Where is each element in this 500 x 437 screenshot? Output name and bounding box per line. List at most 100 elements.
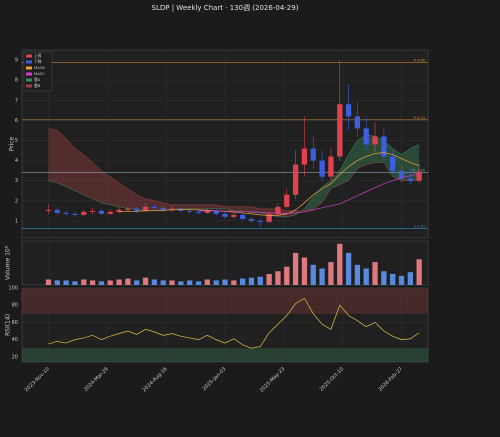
volume-bar bbox=[284, 266, 290, 285]
volume-bar bbox=[266, 274, 272, 285]
volume-bar bbox=[416, 259, 422, 285]
cloud-segment bbox=[48, 128, 58, 183]
candle-body bbox=[222, 213, 228, 217]
cloud-segment bbox=[189, 204, 199, 209]
cloud-segment bbox=[233, 206, 243, 211]
volume-bar bbox=[107, 280, 113, 285]
cloud-segment bbox=[207, 204, 217, 209]
candle-body bbox=[407, 178, 413, 181]
volume-bar bbox=[178, 281, 184, 285]
volume-bar bbox=[169, 280, 175, 285]
volume-bar bbox=[116, 279, 122, 285]
volume-bar bbox=[72, 281, 78, 285]
oversold-band bbox=[22, 348, 428, 362]
volume-bar bbox=[310, 264, 316, 285]
candle-body bbox=[301, 148, 308, 165]
candle-body bbox=[292, 164, 299, 195]
cloud-segment bbox=[216, 204, 225, 209]
cloud-segment bbox=[83, 154, 93, 199]
y-tick-label: 80 bbox=[12, 303, 18, 309]
volume-bar bbox=[407, 272, 413, 285]
cloud-segment bbox=[225, 206, 234, 211]
y-tick-label: 8 bbox=[15, 78, 18, 84]
candle-body bbox=[63, 212, 69, 214]
candle-body bbox=[240, 214, 246, 219]
candle-body bbox=[187, 210, 193, 212]
cloud-segment bbox=[119, 182, 128, 209]
y-tick-label: 4 bbox=[15, 158, 18, 164]
volume-bar bbox=[142, 277, 149, 285]
candle-body bbox=[169, 208, 175, 210]
volume-bar bbox=[89, 280, 96, 285]
volume-bar bbox=[231, 280, 237, 285]
legend-swatch bbox=[26, 84, 32, 88]
candle-body bbox=[54, 209, 60, 213]
legend-label: MA26 bbox=[34, 65, 45, 70]
candle-body bbox=[160, 207, 166, 210]
legend-label: 下降 bbox=[34, 59, 42, 64]
candle-body bbox=[337, 104, 343, 157]
ma-line bbox=[119, 152, 420, 216]
y-tick-label: 20 bbox=[12, 354, 18, 360]
y-axis-label: Volume 10⁶ bbox=[5, 245, 12, 280]
level-label: S 0.63 bbox=[414, 224, 425, 228]
overbought-band bbox=[22, 288, 428, 314]
cloud-segment bbox=[313, 186, 323, 209]
level-label: R 8.88 bbox=[414, 58, 425, 62]
cloud-segment bbox=[127, 188, 137, 209]
candle-body bbox=[89, 210, 96, 212]
candle-body bbox=[319, 160, 325, 177]
y-tick-label: 5 bbox=[15, 138, 18, 144]
candle-body bbox=[354, 116, 361, 129]
candle-body bbox=[45, 209, 52, 211]
cloud-segment bbox=[260, 208, 270, 215]
level-label: R 6.03 bbox=[414, 116, 425, 120]
rsi-line bbox=[48, 297, 420, 349]
volume-bar bbox=[390, 274, 396, 285]
candle-body bbox=[195, 211, 202, 213]
legend-label: 上昇 bbox=[34, 53, 42, 58]
volume-bar bbox=[125, 278, 131, 285]
ma-line bbox=[198, 173, 420, 214]
candle-body bbox=[204, 210, 210, 213]
candle-body bbox=[231, 214, 237, 217]
candle-body bbox=[257, 220, 263, 222]
candle-body bbox=[284, 194, 290, 207]
candle-body bbox=[107, 211, 113, 214]
candle-body bbox=[134, 208, 140, 211]
level-label: PL 3.40 bbox=[412, 169, 425, 173]
y-tick-label: 6 bbox=[15, 118, 18, 124]
volume-bar bbox=[398, 275, 405, 285]
volume-bar bbox=[187, 280, 193, 285]
cloud-segment bbox=[110, 176, 120, 207]
y-tick-label: 2 bbox=[15, 198, 18, 204]
y-axis-label: Price bbox=[9, 136, 16, 151]
candle-body bbox=[275, 206, 281, 214]
legend-swatch bbox=[26, 78, 32, 82]
candle-body bbox=[381, 136, 387, 157]
volume-bar bbox=[257, 276, 263, 285]
volume-bar bbox=[195, 281, 202, 285]
volume-bar bbox=[248, 277, 255, 285]
volume-bar bbox=[63, 280, 69, 285]
volume-bar bbox=[204, 279, 210, 285]
cloud-line bbox=[48, 134, 420, 218]
volume-bar bbox=[134, 280, 140, 285]
y-tick-label: 60 bbox=[12, 320, 18, 326]
candle-body bbox=[328, 156, 334, 177]
volume-bar bbox=[240, 278, 246, 285]
legend-swatch bbox=[26, 72, 32, 76]
candle-body bbox=[81, 211, 87, 215]
candle-body bbox=[398, 170, 405, 179]
cloud-segment bbox=[180, 204, 190, 209]
volume-bar bbox=[54, 280, 60, 285]
volume-bar bbox=[319, 268, 325, 285]
candle-body bbox=[416, 171, 422, 181]
candle-body bbox=[363, 128, 369, 145]
volume-bar bbox=[301, 257, 308, 285]
candle-body bbox=[345, 104, 352, 117]
candle-body bbox=[125, 208, 131, 210]
chart-title: SLDP | Weekly Chart · 130週 (2026-04-29) bbox=[152, 3, 299, 12]
cloud-segment bbox=[348, 140, 358, 181]
volume-bar bbox=[81, 279, 87, 285]
